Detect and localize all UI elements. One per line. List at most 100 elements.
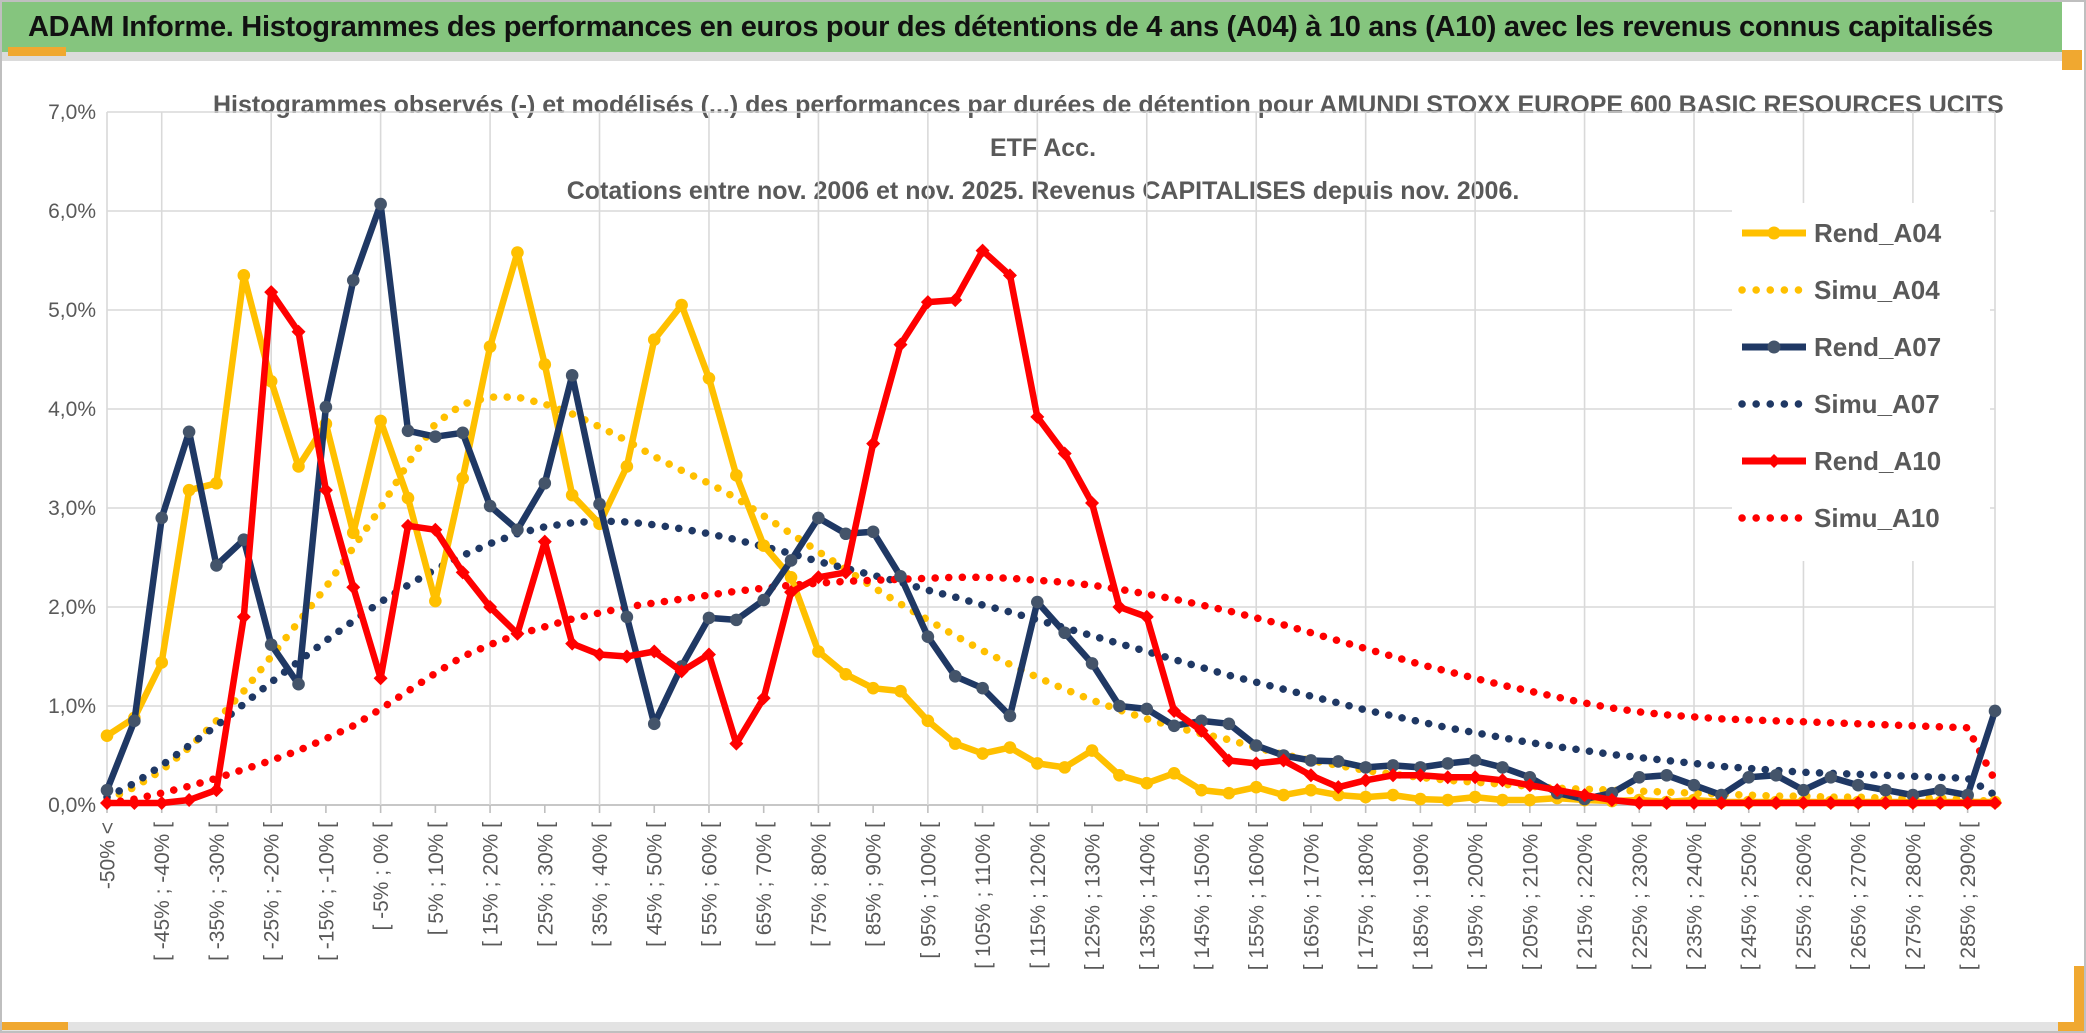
- legend-item-simu_a07[interactable]: Simu_A07: [1738, 389, 1940, 419]
- legend-item-rend_a10[interactable]: Rend_A10: [1742, 446, 1941, 476]
- series-rend_a10-marker: [1495, 773, 1510, 788]
- series-rend_a07-marker: [1797, 783, 1810, 797]
- chart-title-line2: ETF Acc.: [989, 134, 1097, 162]
- legend-item-simu_a10[interactable]: Simu_A10: [1738, 503, 1940, 533]
- series-rend_a04-marker: [100, 729, 114, 742]
- series-rend_a04-marker: [1496, 793, 1509, 807]
- banner-title: ADAM Informe. Histogrammes des performan…: [28, 10, 1994, 43]
- legend-sample-marker: [1767, 454, 1781, 468]
- y-axis-label: 1,0%: [48, 695, 96, 718]
- series-rend_a10-marker: [592, 647, 607, 662]
- x-axis-label: [ 35% ; 40% [: [589, 822, 612, 947]
- series-rend_a07-marker: [1824, 770, 1838, 784]
- series-rend_a04-marker: [1167, 767, 1181, 780]
- x-axis-label: [ 95% ; 100% [: [917, 822, 940, 959]
- series-rend_a10-marker: [127, 796, 142, 811]
- series-rend_a04-marker: [511, 246, 524, 259]
- series-rend_a04-marker: [401, 491, 415, 505]
- series-rend_a10-marker: [1741, 796, 1756, 811]
- series-rend_a07-marker: [784, 554, 798, 567]
- x-axis-label: [ 45% ; 50% [: [644, 822, 667, 947]
- series-rend_a10-marker: [893, 337, 908, 352]
- series-rend_a07-marker: [1523, 770, 1537, 784]
- series-rend_a10-marker: [318, 483, 333, 498]
- bottom-divider: [2, 1022, 2084, 1031]
- series-rend_a04-marker: [757, 539, 770, 552]
- series-rend_a04-marker: [1332, 788, 1345, 802]
- series-rend_a07-marker: [1742, 770, 1756, 784]
- series-rend_a07-line: [103, 200, 1999, 803]
- series-rend_a07-marker: [1195, 714, 1208, 728]
- x-axis-label: [ 125% ; 130% [: [1082, 822, 1105, 970]
- legend-box: [1732, 203, 1990, 561]
- series-rend_a04-marker: [1058, 761, 1071, 774]
- series-rend_a10-marker: [100, 796, 114, 811]
- accent-top-right: [2062, 50, 2082, 70]
- series-rend_a10-marker: [209, 783, 224, 798]
- series-rend_a07-marker: [538, 476, 552, 490]
- x-axis-label: [ -45% ; -40% [: [151, 822, 174, 961]
- series-rend_a10-marker: [784, 585, 799, 600]
- series-rend_a10-marker: [1112, 600, 1127, 614]
- accent-bottom-right: [2058, 1022, 2084, 1031]
- x-axis-label: [ 5% ; 10% [: [425, 822, 448, 935]
- chart-title-line1: Histogrammes observés (-) et modélisés (…: [213, 91, 2004, 119]
- series-rend_a10-marker: [701, 647, 716, 662]
- series-rend_a10-marker: [1905, 796, 1920, 811]
- series-rend_a04-marker: [1031, 757, 1044, 770]
- series-rend_a10-marker: [1796, 796, 1811, 811]
- series-rend_a04-line: [103, 249, 1999, 806]
- series-rend_a07-marker: [1660, 769, 1673, 782]
- series-rend_a10-marker: [1194, 723, 1209, 738]
- series-rend_a04-marker: [812, 645, 825, 658]
- series-rend_a07-marker: [1031, 595, 1044, 609]
- legend-item-rend_a07[interactable]: Rend_A07: [1742, 332, 1941, 362]
- series-rend_a07-marker: [1769, 769, 1783, 782]
- series-rend_a07-marker: [1249, 739, 1263, 752]
- legend-label: Rend_A04: [1814, 218, 1942, 248]
- series-rend_a04-marker: [1441, 793, 1455, 807]
- legend-item-rend_a04[interactable]: Rend_A04: [1742, 218, 1942, 248]
- chart-title: Histogrammes observés (-) et modélisés (…: [213, 84, 2004, 213]
- series-rend_a07-marker: [620, 610, 634, 624]
- series-rend_a07-marker: [730, 613, 743, 627]
- series-rend_a07-marker: [182, 425, 196, 439]
- x-axis-label: [ 105% ; 110% [: [972, 822, 995, 969]
- series-rend_a10-marker: [619, 649, 634, 664]
- series-rend_a10-marker: [483, 600, 498, 614]
- series-rend_a10-marker: [291, 324, 306, 339]
- x-axis-label: [ 225% ; 230% [: [1629, 822, 1652, 970]
- series-rend_a07-marker: [1359, 761, 1372, 774]
- legend-item-simu_a04[interactable]: Simu_A04: [1738, 275, 1940, 305]
- series-rend_a10-marker: [1303, 768, 1318, 783]
- series-rend_a10-marker: [1358, 773, 1373, 788]
- legend-label: Rend_A07: [1814, 332, 1941, 362]
- series-rend_a07-marker: [483, 499, 497, 513]
- legend-sample-marker: [1767, 226, 1781, 240]
- x-axis-label: [ -15% ; -10% [: [315, 822, 338, 961]
- series-rend_a07-marker: [1961, 788, 1974, 802]
- series-rend_a04-marker: [1277, 788, 1290, 802]
- series-rend_a07-marker: [429, 430, 442, 444]
- series-rend_a10-marker: [346, 580, 361, 595]
- x-axis-label: [ 285% ; 290% [: [1957, 822, 1980, 970]
- series-simu_a07-line: [103, 517, 1999, 801]
- x-axis-label: [ 55% ; 60% [: [698, 822, 721, 947]
- series-rend_a04-marker: [1359, 790, 1372, 804]
- series-rend_a10-marker: [373, 671, 388, 686]
- series-rend_a10-marker: [1851, 796, 1866, 811]
- series-rend_a10-marker: [182, 793, 197, 808]
- series-rend_a04-marker: [921, 714, 935, 728]
- series-rend_a10-marker: [1221, 753, 1236, 768]
- series-rend_a07-marker: [401, 424, 415, 438]
- series-rend_a10-marker: [1030, 409, 1045, 424]
- series-rend_a07-marker: [210, 559, 223, 572]
- series-rend_a04-marker: [620, 460, 634, 473]
- series-rend_a04-marker: [456, 472, 470, 485]
- series-rend_a07-marker: [1058, 626, 1071, 640]
- series-rend_a10-marker: [400, 518, 415, 533]
- series-rend_a10-marker: [729, 736, 744, 751]
- series-rend_a04-marker: [702, 372, 716, 385]
